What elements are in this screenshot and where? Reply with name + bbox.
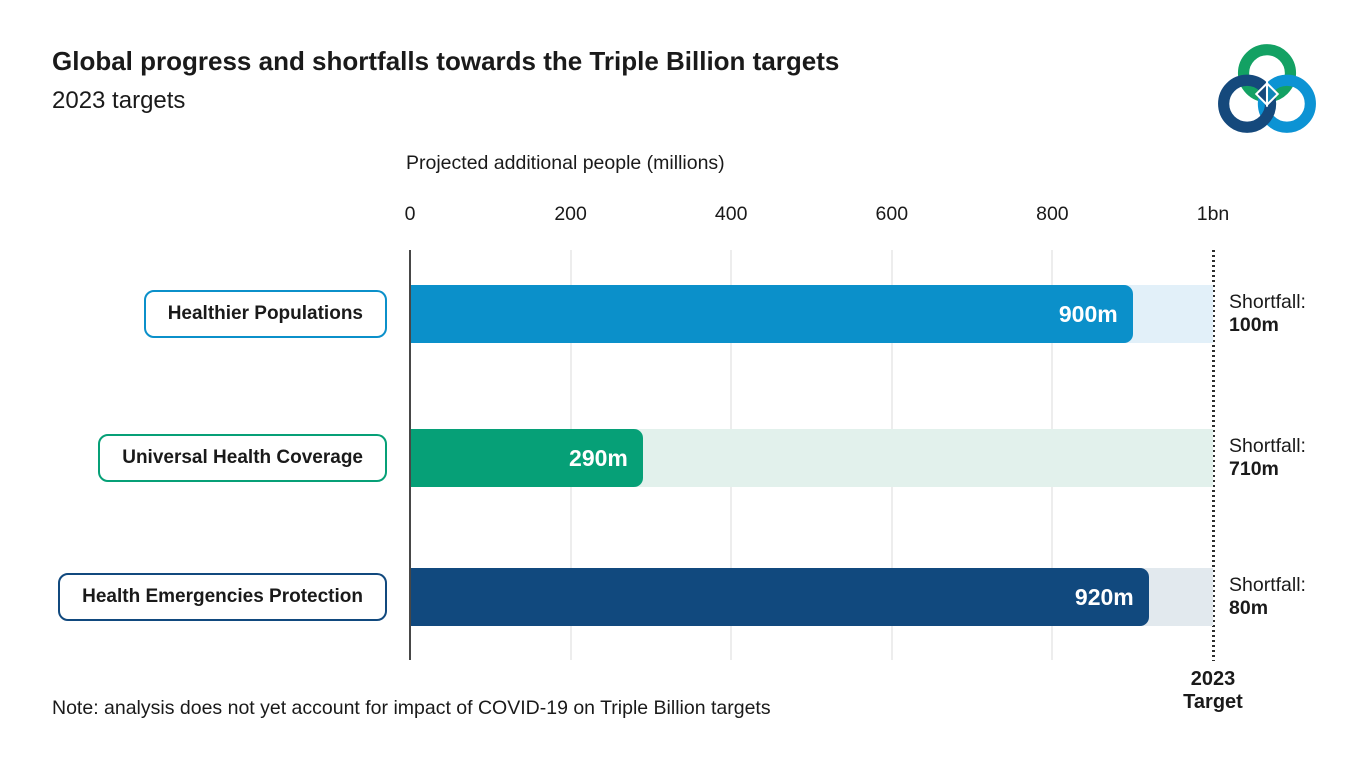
- shortfall-value: 80m: [1229, 597, 1269, 619]
- shortfall-prefix: Shortfall:: [1229, 435, 1306, 457]
- progress-bar: 290m: [411, 429, 643, 487]
- shortfall-label: Shortfall: 80m: [1229, 574, 1306, 620]
- y-axis-line: [409, 250, 411, 660]
- target-dotted-line: [1212, 250, 1215, 661]
- page-subtitle: 2023 targets: [52, 87, 186, 114]
- bar-value-label: 900m: [1058, 300, 1118, 327]
- who-triple-billion-logo: [1218, 44, 1316, 133]
- target-label-word: Target: [1183, 691, 1243, 713]
- category-label-box: Health Emergencies Protection: [58, 573, 387, 621]
- x-axis-tick-400: 400: [714, 203, 748, 225]
- target-label: 2023 Target: [1183, 668, 1243, 714]
- shortfall-label: Shortfall: 710m: [1229, 435, 1306, 481]
- x-axis-tick-200: 200: [554, 203, 587, 225]
- x-axis-title: Projected additional people (millions): [406, 152, 725, 174]
- x-axis-tick-600: 600: [875, 203, 909, 225]
- x-axis-tick-0: 0: [404, 203, 416, 225]
- category-label-box: Healthier Populations: [143, 290, 387, 338]
- progress-bar: 920m: [411, 568, 1149, 626]
- x-axis-tick-800: 800: [1036, 203, 1069, 225]
- shortfall-prefix: Shortfall:: [1229, 574, 1306, 596]
- bar-value-label: 290m: [569, 444, 628, 471]
- footnote: Note: analysis does not yet account for …: [52, 697, 771, 719]
- shortfall-value: 710m: [1229, 458, 1279, 480]
- page-title: Global progress and shortfalls towards t…: [52, 46, 840, 76]
- shortfall-value: 100m: [1229, 314, 1279, 336]
- x-axis-tick-1bn: 1bn: [1196, 203, 1230, 225]
- target-label-year: 2023: [1190, 668, 1236, 690]
- shortfall-label: Shortfall: 100m: [1229, 291, 1306, 337]
- shortfall-prefix: Shortfall:: [1229, 291, 1306, 313]
- progress-bar: 900m: [411, 285, 1133, 343]
- category-label-box: Universal Health Coverage: [98, 434, 387, 482]
- bar-value-label: 920m: [1074, 583, 1134, 610]
